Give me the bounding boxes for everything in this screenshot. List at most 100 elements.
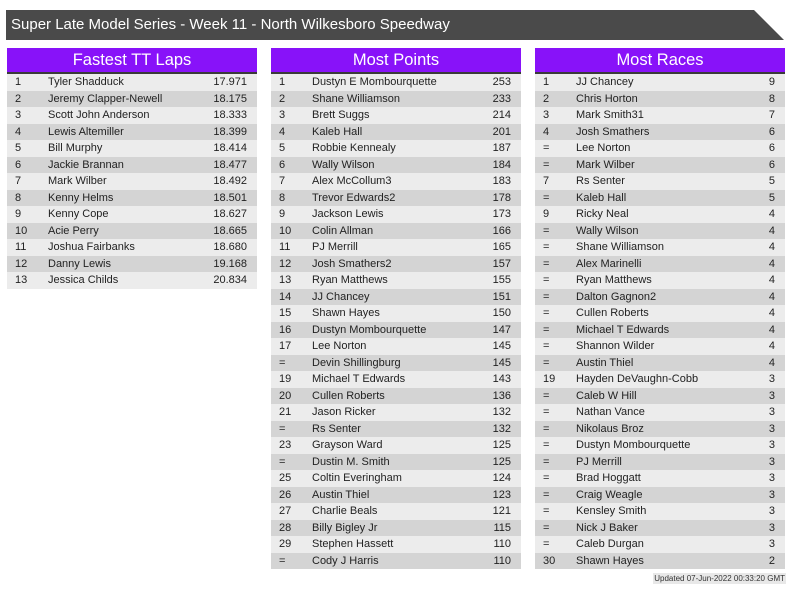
rank-cell: 4 [543, 125, 550, 138]
rank-cell: 3 [543, 109, 550, 121]
rank-cell: 10 [279, 224, 292, 237]
rank-cell: 16 [279, 323, 292, 336]
table-row: 13 Jessica Childs 20.834 [7, 272, 257, 289]
table-row: = Shane Williamson 4 [535, 239, 785, 256]
table-row: = Shannon Wilder 4 [535, 338, 785, 355]
rank-cell: 1 [279, 76, 286, 88]
rank-cell: 1 [543, 76, 550, 88]
rank-cell: 6 [279, 158, 286, 171]
rank-cell: 13 [15, 274, 28, 286]
table-row: = Dalton Gagnon2 4 [535, 288, 785, 305]
table-row: 2 Shane Williamson 233 [271, 90, 521, 107]
driver-name-cell: Robbie Kennealy [312, 142, 396, 154]
driver-name-cell: Kensley Smith [576, 505, 647, 517]
table-row: 3 Mark Smith31 7 [535, 107, 785, 124]
rank-cell: 12 [15, 257, 28, 270]
rank-cell: = [543, 158, 550, 171]
table-row: 12 Danny Lewis 19.168 [7, 255, 257, 272]
rank-cell: = [543, 340, 550, 352]
table-row: 11 Joshua Fairbanks 18.680 [7, 239, 257, 256]
table-row: 15 Shawn Hayes 150 [271, 305, 521, 322]
driver-name-cell: Craig Weagle [576, 488, 643, 501]
table-row: = Alex Marinelli 4 [535, 255, 785, 272]
value-cell: 18.492 [213, 175, 247, 187]
driver-name-cell: Devin Shillingburg [312, 356, 401, 369]
value-cell: 183 [492, 175, 511, 187]
table-row: 19 Michael T Edwards 143 [271, 371, 521, 388]
table-row: 27 Charlie Beals 121 [271, 503, 521, 520]
rank-cell: = [543, 488, 550, 501]
table-row: = Caleb W Hill 3 [535, 387, 785, 404]
driver-name-cell: Lee Norton [312, 340, 367, 352]
driver-name-cell: Ryan Matthews [312, 274, 388, 286]
rank-cell: 13 [279, 274, 292, 286]
driver-name-cell: Stephen Hassett [312, 538, 394, 550]
driver-name-cell: Acie Perry [48, 224, 99, 237]
driver-name-cell: Dustyn Mombourquette [312, 323, 427, 336]
value-cell: 18.665 [213, 224, 247, 237]
rank-cell: 10 [15, 224, 28, 237]
rank-cell: 15 [279, 307, 292, 319]
rank-cell: 2 [543, 92, 550, 105]
value-cell: 4 [768, 224, 775, 237]
rank-cell: 12 [279, 257, 292, 270]
rank-cell: 9 [543, 208, 550, 220]
table-row: 11 PJ Merrill 165 [271, 239, 521, 256]
rank-cell: 3 [15, 109, 22, 121]
value-cell: 157 [492, 257, 511, 270]
rank-cell: 23 [279, 439, 292, 451]
driver-name-cell: Cullen Roberts [576, 307, 649, 319]
rank-cell: 8 [15, 191, 22, 204]
rank-cell: 7 [279, 175, 286, 187]
rank-cell: = [543, 406, 550, 418]
value-cell: 17.971 [213, 76, 247, 88]
table-row: = Kensley Smith 3 [535, 503, 785, 520]
rank-cell: 1 [15, 76, 22, 88]
driver-name-cell: Cody J Harris [312, 554, 379, 567]
value-cell: 121 [492, 505, 511, 517]
value-cell: 187 [492, 142, 511, 154]
rank-cell: 19 [543, 373, 556, 385]
driver-name-cell: Ricky Neal [576, 208, 629, 220]
driver-name-cell: Mark Smith31 [576, 109, 644, 121]
table-row: 21 Jason Ricker 132 [271, 404, 521, 421]
rank-cell: = [279, 554, 286, 567]
rank-cell: = [279, 455, 286, 468]
driver-name-cell: Joshua Fairbanks [48, 241, 135, 253]
value-cell: 132 [492, 422, 511, 435]
table-row: 10 Acie Perry 18.665 [7, 222, 257, 239]
value-cell: 4 [768, 241, 775, 253]
table-row: 3 Brett Suggs 214 [271, 107, 521, 124]
rank-cell: = [543, 290, 550, 303]
driver-name-cell: Dustyn E Mombourquette [312, 76, 437, 88]
table-row: = Devin Shillingburg 145 [271, 354, 521, 371]
value-cell: 19.168 [213, 257, 247, 270]
rank-cell: 2 [15, 92, 22, 105]
value-cell: 4 [768, 323, 775, 336]
value-cell: 6 [768, 158, 775, 171]
table-row: = Nathan Vance 3 [535, 404, 785, 421]
driver-name-cell: Lee Norton [576, 142, 631, 154]
table-body: 1 Tyler Shadduck 17.971 2 Jeremy Clapper-New… [7, 74, 257, 289]
value-cell: 3 [768, 373, 775, 385]
value-cell: 184 [492, 158, 511, 171]
table-row: 1 JJ Chancey 9 [535, 74, 785, 91]
value-cell: 4 [768, 340, 775, 352]
driver-name-cell: Tyler Shadduck [48, 76, 124, 88]
table-row: 5 Bill Murphy 18.414 [7, 140, 257, 157]
rank-cell: = [543, 257, 550, 270]
table-row: 7 Rs Senter 5 [535, 173, 785, 190]
table-row: 1 Tyler Shadduck 17.971 [7, 74, 257, 91]
table-row: 10 Colin Allman 166 [271, 222, 521, 239]
rank-cell: 21 [279, 406, 292, 418]
driver-name-cell: Nikolaus Broz [576, 422, 644, 435]
rank-cell: 27 [279, 505, 292, 517]
driver-name-cell: Shawn Hayes [312, 307, 380, 319]
driver-name-cell: Grayson Ward [312, 439, 383, 451]
driver-name-cell: Jeremy Clapper-Newell [48, 92, 163, 105]
table-body: 1 Dustyn E Mombourquette 253 2 Shane William… [271, 74, 521, 569]
value-cell: 165 [492, 241, 511, 253]
value-cell: 178 [492, 191, 511, 204]
driver-name-cell: Brad Hoggatt [576, 472, 641, 484]
table-row: 6 Wally Wilson 184 [271, 156, 521, 173]
